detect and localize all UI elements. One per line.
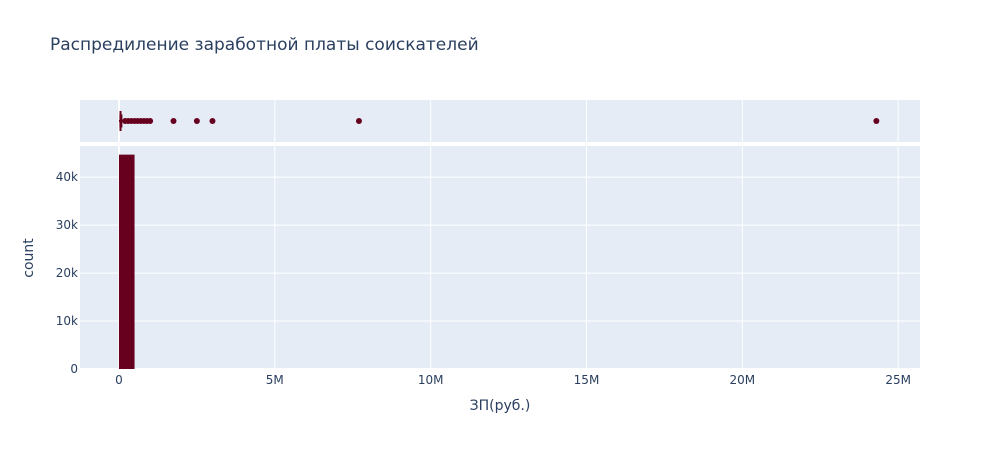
histogram-bars <box>118 154 135 369</box>
x-tick-label-3: 15M <box>574 373 600 387</box>
outlier-point-9 <box>170 118 177 124</box>
outlier-point-8 <box>147 118 154 124</box>
grid-lines <box>80 100 920 370</box>
outlier-point-11 <box>209 118 216 124</box>
marginal-plot-area <box>80 100 920 142</box>
histogram-bar-0 <box>118 154 135 369</box>
x-tick-label-1: 5M <box>266 373 284 387</box>
main-plot-area <box>80 146 920 369</box>
y-tick-label-3: 30k <box>56 218 78 232</box>
y-tick-label-1: 10k <box>56 314 78 328</box>
chart-title: Распредиление заработной платы соискател… <box>50 35 479 55</box>
y-axis-label: count <box>21 238 37 278</box>
outlier-point-10 <box>193 118 200 124</box>
x-tick-label-0: 0 <box>115 373 123 387</box>
y-tick-label-4: 40k <box>56 170 78 184</box>
y-tick-label-0: 0 <box>70 362 78 376</box>
x-axis-label: ЗП(руб.) <box>470 398 531 414</box>
marginal-box-plot <box>118 111 880 131</box>
y-axis-ticks: 0 10k 20k 30k 40k <box>56 170 78 376</box>
x-tick-label-5: 25M <box>885 373 911 387</box>
x-axis-ticks: 0 5M 10M 15M 20M 25M <box>115 373 911 387</box>
y-tick-label-2: 20k <box>56 266 78 280</box>
outlier-point-12 <box>355 118 362 124</box>
x-tick-label-4: 20M <box>730 373 756 387</box>
outlier-point-13 <box>873 118 880 124</box>
x-tick-label-2: 10M <box>418 373 444 387</box>
